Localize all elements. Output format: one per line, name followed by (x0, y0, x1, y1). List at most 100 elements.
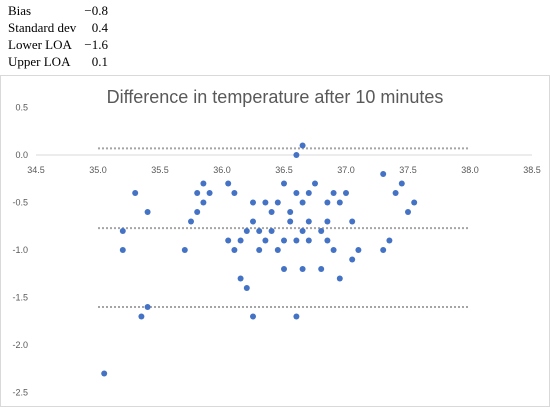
data-point (225, 237, 232, 244)
data-point (281, 180, 287, 187)
data-point (349, 256, 356, 263)
data-point (144, 209, 151, 215)
data-point (299, 142, 306, 149)
data-point (380, 171, 387, 177)
stat-label: Lower LOA (8, 37, 72, 52)
stat-label: Bias (8, 3, 32, 18)
data-point (411, 199, 418, 206)
stats-row-upper-loa: Upper LOA 0.1 (8, 53, 108, 70)
y-tick-label: -0.5 (12, 198, 28, 208)
data-point (287, 218, 294, 225)
data-point (237, 275, 244, 282)
data-point (287, 209, 294, 215)
x-tick-label: 36.0 (213, 165, 231, 175)
stats-row-standard-dev: Standard dev 0.4 (8, 19, 108, 36)
data-point (299, 266, 306, 272)
stat-value: 0.4 (91, 20, 108, 35)
reference-lines (98, 147, 470, 308)
data-point (349, 218, 356, 225)
data-point (231, 247, 238, 253)
stat-value: 0.1 (91, 54, 108, 69)
x-tick-label: 37.5 (399, 165, 417, 175)
stats-row-lower-loa: Lower LOA −1.6 (8, 36, 108, 53)
data-point (305, 190, 312, 196)
data-point (405, 209, 411, 215)
y-tick-label: 0.5 (15, 103, 28, 113)
data-point (293, 237, 300, 244)
data-point (181, 247, 188, 253)
data-point (324, 199, 331, 206)
data-point (324, 218, 331, 225)
data-point (299, 228, 306, 234)
x-tick-label: 35.0 (89, 165, 107, 175)
data-point (119, 228, 126, 234)
data-point (256, 228, 263, 234)
data-point (200, 199, 207, 206)
data-point (132, 190, 139, 196)
x-tick-label: 37.0 (337, 165, 355, 175)
x-tick-label: 36.5 (275, 165, 293, 175)
data-point (101, 370, 108, 377)
data-point (312, 180, 318, 187)
data-point (119, 247, 126, 253)
data-point (194, 190, 201, 196)
data-point (330, 247, 337, 253)
data-point (237, 237, 244, 244)
chart-frame (0, 75, 550, 407)
data-point (386, 237, 393, 244)
data-point (330, 190, 337, 196)
data-point (200, 180, 207, 187)
data-point (225, 180, 232, 187)
data-point (318, 228, 325, 234)
data-point (256, 247, 263, 253)
y-tick-label: 0.0 (15, 150, 28, 160)
data-point (336, 275, 343, 282)
data-point (324, 237, 331, 244)
stat-label: Standard dev (8, 20, 77, 35)
data-point (194, 209, 201, 215)
stats-table: Bias −0.8 Standard dev 0.4 Lower LOA −1.… (8, 2, 108, 70)
data-point (250, 218, 256, 225)
data-point (188, 218, 194, 225)
data-point (293, 190, 300, 196)
data-point (243, 285, 250, 291)
y-tick-label: -2.5 (12, 388, 28, 398)
data-point (274, 247, 281, 253)
data-point (206, 190, 213, 196)
data-point (138, 313, 145, 320)
data-point (343, 190, 349, 196)
stat-label: Upper LOA (8, 54, 71, 69)
data-point (268, 209, 275, 215)
data-point (274, 199, 281, 206)
stat-value: −1.6 (84, 37, 108, 52)
data-point (262, 237, 269, 244)
data-point (305, 218, 312, 225)
data-point (380, 247, 387, 253)
data-point (392, 190, 399, 196)
x-tick-label: 35.5 (151, 165, 169, 175)
chart-title: Difference in temperature after 10 minut… (107, 87, 444, 107)
data-point (281, 266, 287, 272)
data-point (144, 304, 151, 310)
data-points (101, 142, 418, 377)
data-point (398, 180, 405, 187)
data-point (305, 237, 312, 244)
stats-row-bias: Bias −0.8 (8, 2, 108, 19)
x-tick-label: 38.0 (461, 165, 479, 175)
y-tick-label: -1.5 (12, 293, 28, 303)
data-point (231, 190, 238, 196)
data-point (243, 228, 250, 234)
axes: 34.5 35.0 35.5 36.0 36.5 37.0 37.5 38.0 38.5 0.5 0… (12, 103, 540, 398)
x-tick-label: 34.5 (27, 165, 45, 175)
data-point (281, 237, 287, 244)
y-tick-label: -2.0 (12, 340, 28, 350)
data-point (250, 199, 256, 206)
data-point (299, 199, 306, 206)
data-point (250, 313, 256, 320)
data-point (262, 199, 269, 206)
stat-value: −0.8 (84, 3, 108, 18)
data-point (293, 152, 300, 158)
data-point (268, 228, 275, 234)
data-point (336, 199, 343, 206)
